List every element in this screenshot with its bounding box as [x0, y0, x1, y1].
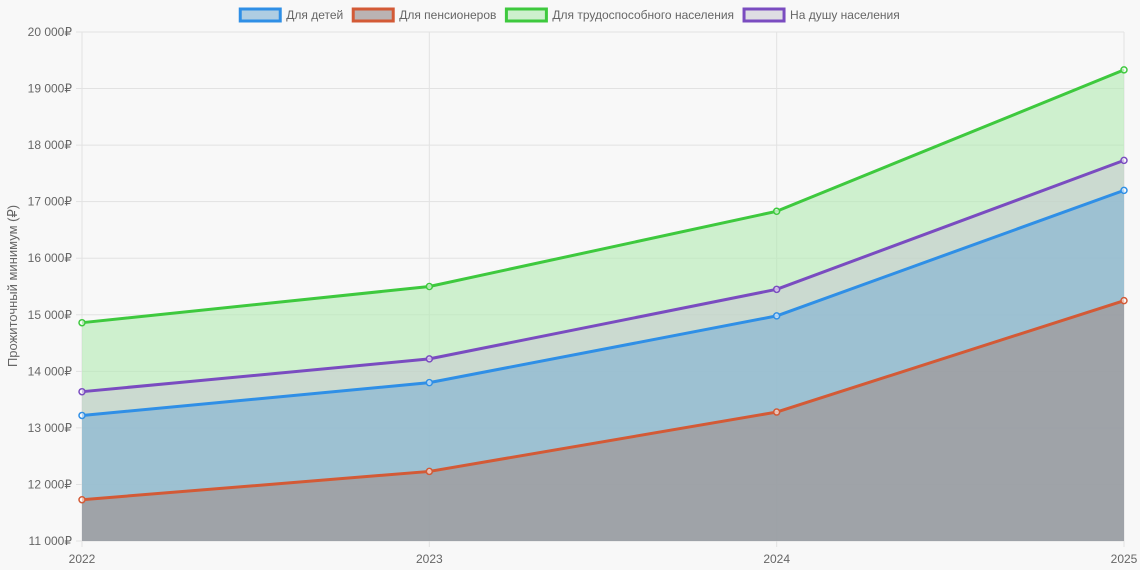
legend-swatch [504, 7, 548, 23]
x-tick-label: 2022 [69, 552, 96, 566]
series-area [82, 300, 1124, 541]
y-axis-title: Прожиточный минимум (₽) [5, 205, 20, 367]
series-line [81, 158, 1125, 394]
series-line [81, 68, 1125, 325]
legend-swatch [238, 7, 282, 23]
legend-label: Для детей [286, 8, 343, 22]
y-tick-label: 16 000₽ [28, 251, 73, 265]
data-point [78, 495, 86, 504]
legend: Для детей Для пенсионеров Для трудоспособн… [238, 7, 900, 23]
x-tick-label: 2023 [416, 552, 443, 566]
data-point [1120, 296, 1128, 305]
y-tick-label: 15 000₽ [28, 308, 73, 322]
data-point [1120, 156, 1128, 165]
y-tick-label: 19 000₽ [28, 82, 73, 96]
x-tick-label: 2024 [763, 552, 790, 566]
data-point [425, 467, 434, 476]
legend-swatch [351, 7, 395, 23]
y-tick-label: 20 000₽ [28, 25, 73, 39]
data-point [425, 282, 434, 291]
data-point [78, 387, 86, 396]
legend-label: Для трудоспособного населения [552, 8, 734, 22]
y-tick-label: 12 000₽ [28, 477, 73, 491]
series-line [81, 188, 1125, 417]
data-point [78, 411, 86, 420]
data-point [1120, 186, 1128, 195]
plot-area: 11 000₽ 12 000₽ 13 000₽ 14 000₽ 15 000₽ 16 00… [28, 25, 1138, 566]
y-tick-label: 11 000₽ [29, 534, 73, 548]
data-point [425, 355, 434, 363]
data-point [772, 207, 781, 216]
series-line [81, 299, 1125, 502]
y-tick-label: 13 000₽ [28, 421, 73, 435]
data-point [425, 378, 434, 387]
data-point [772, 312, 781, 320]
data-point [772, 408, 781, 416]
legend-label: Для пенсионеров [399, 8, 496, 22]
x-tick-label: 2025 [1111, 552, 1138, 566]
data-point [1120, 66, 1128, 74]
y-tick-label: 17 000₽ [28, 195, 73, 209]
data-point [78, 318, 86, 327]
data-point [772, 285, 781, 294]
y-tick-label: 18 000₽ [28, 138, 73, 152]
legend-label: На душу населения [790, 8, 900, 22]
y-tick-label: 14 000₽ [28, 364, 73, 378]
legend-swatch [742, 7, 786, 23]
